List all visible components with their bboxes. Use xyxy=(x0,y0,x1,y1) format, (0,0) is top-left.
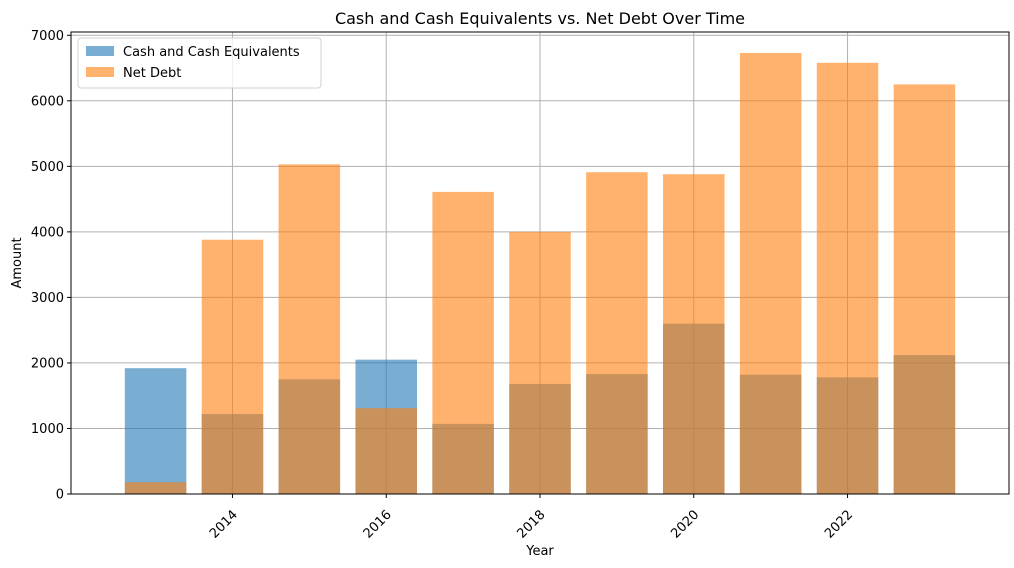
bar-net-debt-2017 xyxy=(432,191,494,494)
bar-net-debt-2021 xyxy=(739,52,802,494)
legend-label: Net Debt xyxy=(123,66,181,81)
bar-net-debt-2013 xyxy=(124,482,187,494)
y-tick-label: 7000 xyxy=(31,29,64,44)
bar-net-debt-2023 xyxy=(893,84,956,494)
legend-box xyxy=(77,37,322,89)
bar-net-debt-2014 xyxy=(201,239,264,494)
bar-net-debt-2019 xyxy=(586,172,648,495)
chart-title: Cash and Cash Equivalents vs. Net Debt O… xyxy=(335,9,745,28)
bar-net-debt-2022 xyxy=(816,62,879,495)
y-tick-label: 1000 xyxy=(31,422,64,437)
bar-cash-and-cash-equivalents-2013 xyxy=(124,368,187,494)
bar-net-debt-2016 xyxy=(355,408,417,494)
legend-swatch xyxy=(86,67,114,77)
bar-net-debt-2020 xyxy=(663,174,725,494)
legend-swatch xyxy=(86,46,114,56)
y-tick-label: 3000 xyxy=(31,291,64,306)
y-axis: 0 1000 2000 3000 4000 5000 6000 7000 xyxy=(31,29,71,503)
bars xyxy=(124,52,956,495)
legend: Cash and Cash Equivalents Net Debt xyxy=(77,37,322,89)
x-axis-title: Year xyxy=(525,544,554,559)
legend-label: Cash and Cash Equivalents xyxy=(123,45,300,60)
y-tick-label: 5000 xyxy=(31,160,64,175)
y-axis-title: Amount xyxy=(10,237,25,288)
y-tick-label: 4000 xyxy=(31,225,64,240)
y-tick-label: 6000 xyxy=(31,94,64,109)
y-tick-label: 0 xyxy=(56,488,64,503)
bar-net-debt-2015 xyxy=(278,164,341,495)
bar-net-debt-2018 xyxy=(509,231,571,494)
y-tick-label: 2000 xyxy=(31,356,64,371)
